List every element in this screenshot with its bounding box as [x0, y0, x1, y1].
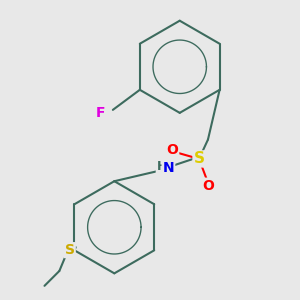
- Text: S: S: [65, 243, 75, 257]
- Text: O: O: [202, 179, 214, 193]
- Text: S: S: [194, 152, 205, 166]
- Text: H: H: [157, 160, 167, 173]
- Text: N: N: [163, 161, 174, 175]
- Text: F: F: [96, 106, 106, 120]
- Text: O: O: [167, 143, 178, 157]
